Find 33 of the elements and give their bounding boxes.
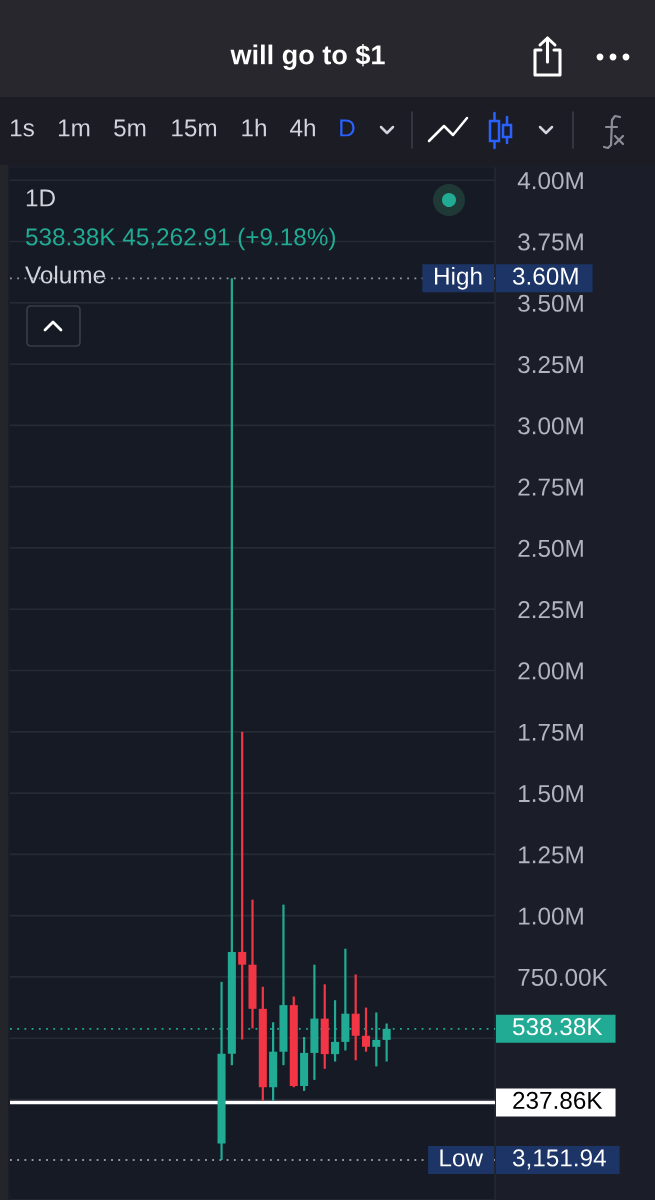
candlestick [382, 1022, 391, 1063]
y-tick-label: 1.00M [519, 907, 583, 925]
candlestick [238, 730, 247, 1041]
text: 1m [58, 119, 90, 137]
y-tick-label: 2.25M [518, 601, 583, 619]
y-tick-label: 1.50M [519, 784, 583, 803]
text: High 3.60M [435, 266, 578, 290]
y-tick-label: 2.00M [518, 662, 583, 680]
annotation: 538.38K 45,262.91 (+9.18%) [25, 227, 335, 251]
text: 4h [290, 118, 315, 137]
y-tick-label: 3.75M [518, 233, 583, 251]
annotation: Volume [25, 265, 105, 284]
candlestick [351, 973, 360, 1062]
y-tick-label: 3.25M [518, 355, 583, 374]
y-tick-label: 1.25M [519, 846, 583, 864]
text: 1s [11, 119, 34, 137]
text: Low 3,151.94 [440, 1149, 606, 1170]
candlestick [361, 1006, 371, 1053]
y-tick-label: 2.75M [518, 478, 583, 496]
text: 5m [114, 119, 146, 137]
ref-line-label: 538.38K [512, 1018, 603, 1036]
annotation: 1D [26, 189, 55, 207]
text: 15m [172, 119, 217, 137]
y-tick-label: 1.75M [519, 723, 583, 741]
y-tick-label: 750.00K [518, 968, 608, 986]
text: 1h [242, 118, 266, 137]
y-tick-label: 2.50M [518, 539, 583, 557]
ref-line-label: 237.86K [513, 1091, 603, 1109]
y-tick-label: 3.50M [518, 294, 583, 312]
y-tick-label: 3.00M [518, 417, 583, 435]
chart-title: will go to $1 [230, 44, 385, 70]
text: D [340, 119, 355, 137]
y-tick-label: 4.00M [517, 172, 583, 190]
